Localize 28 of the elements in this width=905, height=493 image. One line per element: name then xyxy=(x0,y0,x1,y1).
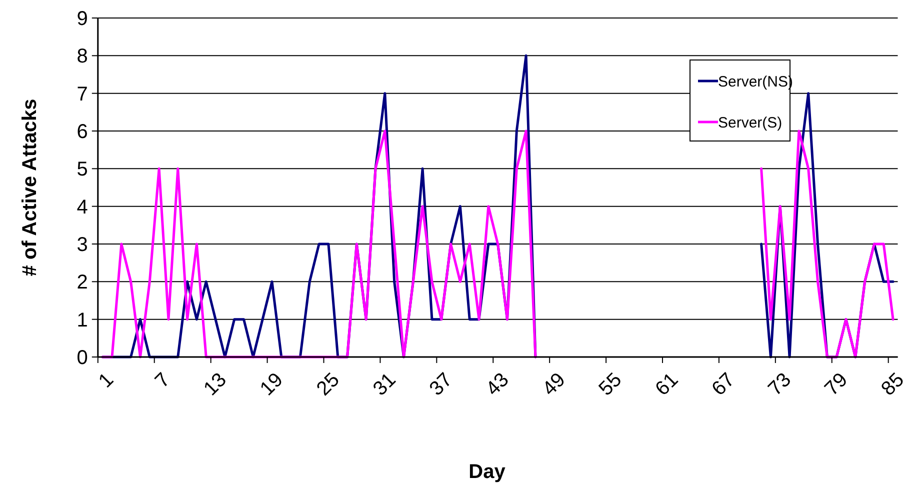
x-tick-label: 49 xyxy=(538,368,570,400)
x-tick-label: 37 xyxy=(426,368,457,400)
x-tick-label: 55 xyxy=(594,368,626,400)
y-tick-label: 2 xyxy=(76,272,88,294)
y-tick-label: 4 xyxy=(76,196,88,218)
y-tick-label: 6 xyxy=(76,121,88,143)
y-tick-label: 3 xyxy=(76,234,88,256)
x-tick-label: 79 xyxy=(820,368,852,400)
y-tick-label: 7 xyxy=(76,83,88,106)
y-tick-label: 9 xyxy=(76,8,88,30)
x-tick-label: 61 xyxy=(651,368,683,400)
x-tick-label: 7 xyxy=(151,368,174,392)
y-tick-label: 8 xyxy=(76,46,88,68)
x-tick-label: 73 xyxy=(764,368,796,400)
x-tick-label: 19 xyxy=(256,368,288,400)
x-tick-label: 85 xyxy=(877,368,905,400)
x-tick-label: 1 xyxy=(94,368,118,392)
y-tick-label: 1 xyxy=(76,309,88,332)
y-tick-label: 5 xyxy=(76,158,88,181)
x-tick-label: 31 xyxy=(369,368,400,400)
y-axis-title: # of Active Attacks xyxy=(19,98,41,276)
y-tick-label: 0 xyxy=(76,347,88,369)
x-tick-label: 13 xyxy=(200,368,231,400)
x-tick-label: 25 xyxy=(312,368,344,400)
x-tick-label: 43 xyxy=(482,368,514,400)
legend-label: Server(S) xyxy=(718,114,782,132)
x-axis-title: Day xyxy=(468,461,506,483)
x-tick-label: 67 xyxy=(708,368,740,400)
